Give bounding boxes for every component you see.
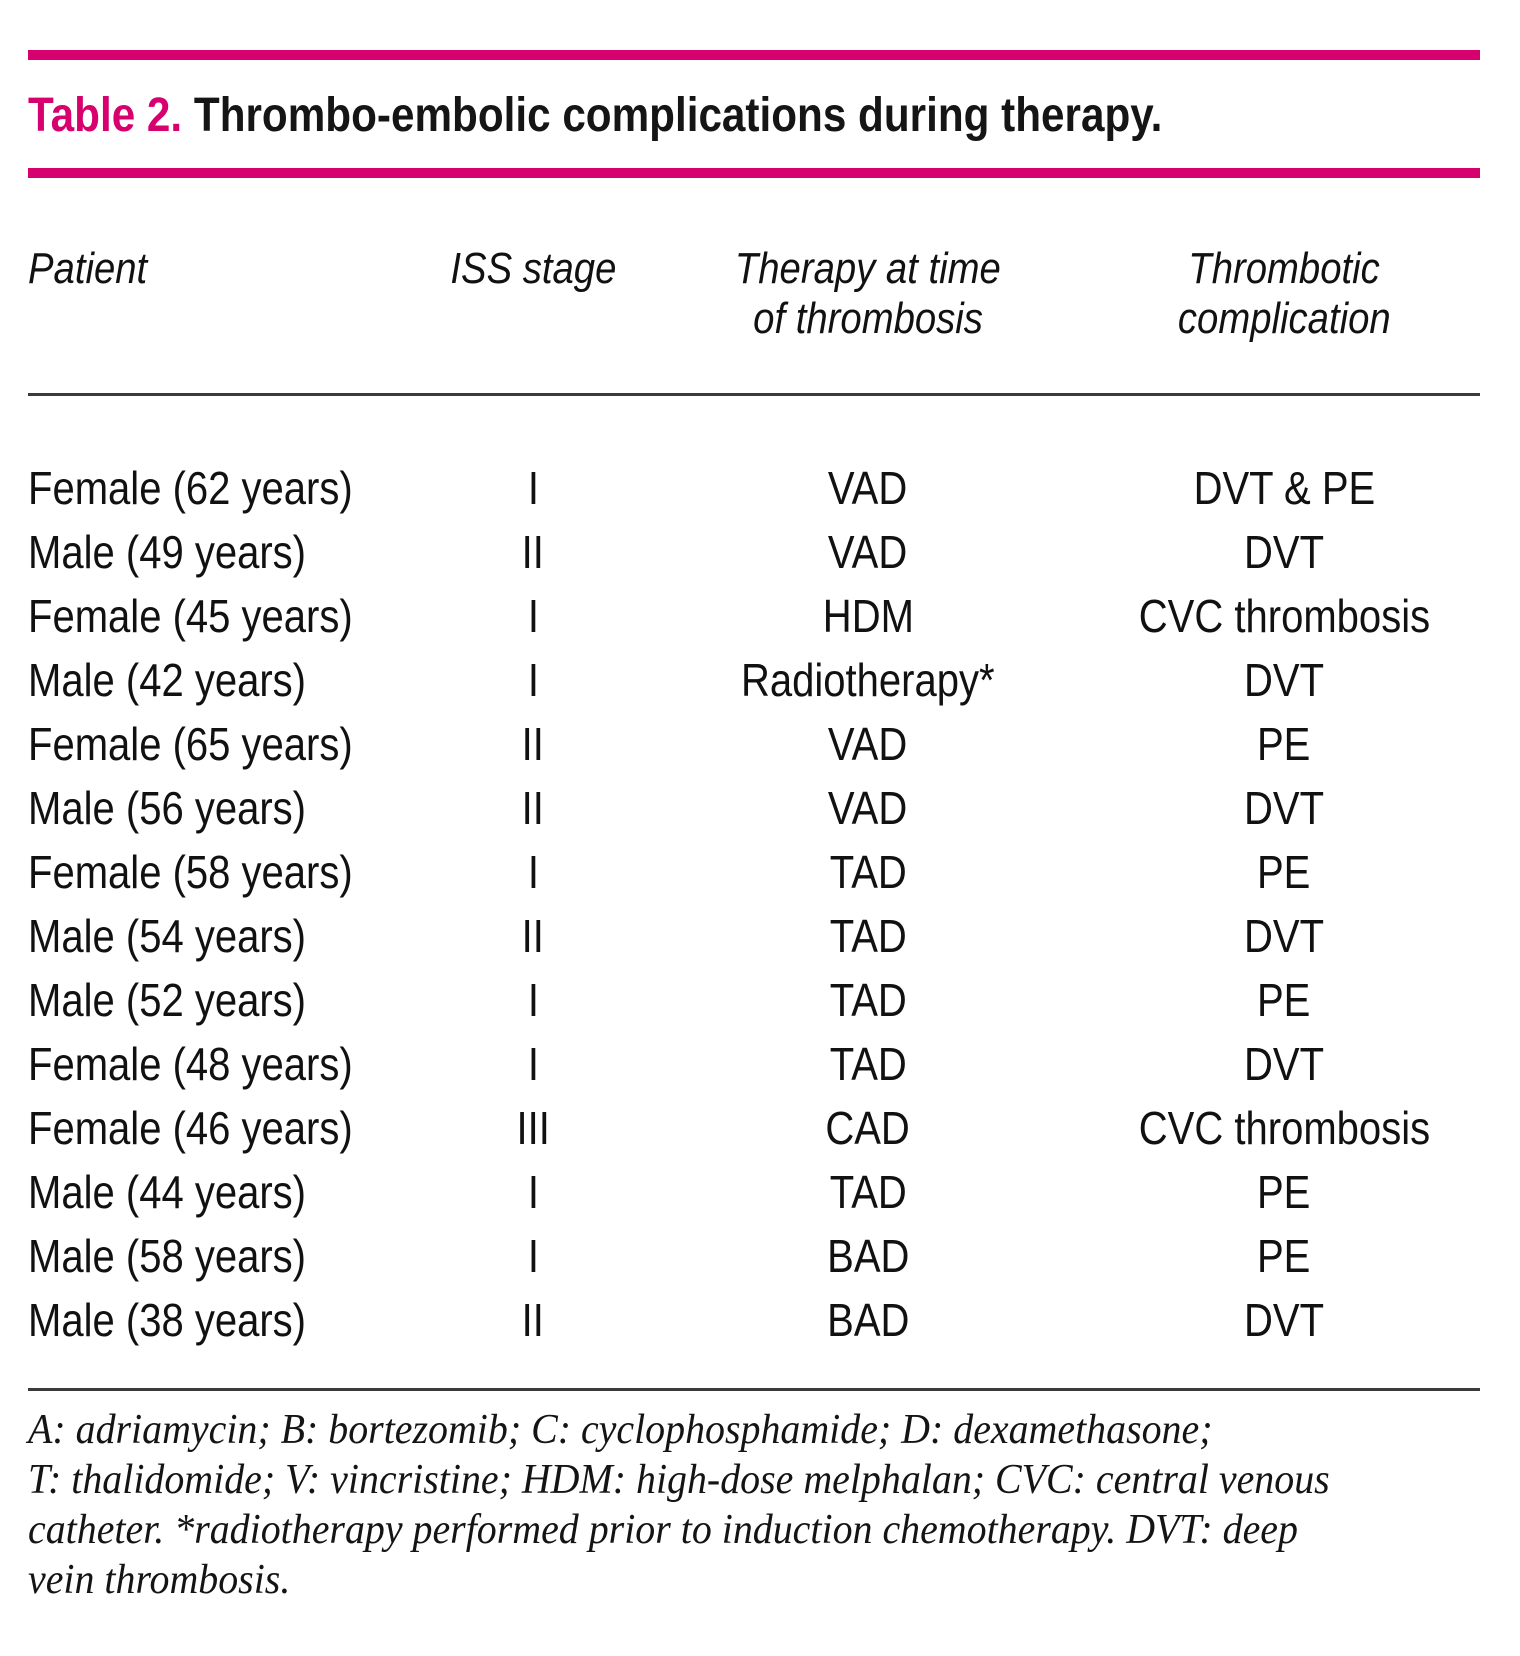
table-title-text: Thrombo-embolic complications during the… xyxy=(193,89,1163,142)
patient-cell: Male (56 years) xyxy=(28,782,307,834)
therapy-cell: VAD xyxy=(828,526,908,578)
therapy-cell: HDM xyxy=(822,590,914,642)
column-header-patient: Patient xyxy=(28,244,148,293)
complication-cell: PE xyxy=(1257,1230,1311,1282)
title-bottom-accent-rule xyxy=(28,168,1480,178)
table-row: Female (48 years) I TAD DVT xyxy=(28,1032,1480,1096)
footnote-line: vein thrombosis. xyxy=(28,1557,291,1603)
therapy-cell: CAD xyxy=(825,1102,911,1154)
therapy-cell: TAD xyxy=(829,910,907,962)
complication-cell: PE xyxy=(1257,718,1311,770)
iss-cell: I xyxy=(527,974,539,1026)
iss-cell: II xyxy=(521,1294,545,1346)
column-header-complication: Thrombotic complication xyxy=(1177,244,1391,343)
patient-cell: Female (48 years) xyxy=(28,1038,353,1090)
table-row: Female (45 years) I HDM CVC thrombosis xyxy=(28,584,1480,648)
column-header-therapy: Therapy at time of thrombosis xyxy=(735,244,1001,343)
table-row: Male (52 years) I TAD PE xyxy=(28,968,1480,1032)
complication-cell: DVT xyxy=(1243,1038,1325,1090)
table-row: Male (38 years) II BAD DVT xyxy=(28,1288,1480,1352)
table-row: Female (62 years) I VAD DVT & PE xyxy=(28,456,1480,520)
complication-cell: PE xyxy=(1257,1166,1311,1218)
iss-cell: I xyxy=(527,654,539,706)
complication-cell: CVC thrombosis xyxy=(1138,1102,1430,1154)
iss-cell: I xyxy=(527,846,539,898)
iss-cell: II xyxy=(521,782,545,834)
table-row: Female (46 years) III CAD CVC thrombosis xyxy=(28,1096,1480,1160)
complication-cell: DVT xyxy=(1243,654,1325,706)
patient-cell: Male (38 years) xyxy=(28,1294,307,1346)
complication-cell: DVT xyxy=(1243,526,1325,578)
patient-cell: Male (42 years) xyxy=(28,654,307,706)
complication-cell: DVT xyxy=(1243,1294,1325,1346)
footnote-divider-rule xyxy=(28,1388,1480,1391)
complication-cell: DVT xyxy=(1243,782,1325,834)
patient-cell: Female (65 years) xyxy=(28,718,353,770)
table-number-label: Table 2. xyxy=(28,89,183,142)
patient-cell: Male (44 years) xyxy=(28,1166,307,1218)
patient-cell: Female (46 years) xyxy=(28,1102,353,1154)
patient-cell: Female (62 years) xyxy=(28,462,353,514)
patient-cell: Male (49 years) xyxy=(28,526,307,578)
complication-cell: DVT xyxy=(1243,910,1325,962)
table-row: Female (58 years) I TAD PE xyxy=(28,840,1480,904)
therapy-cell: TAD xyxy=(829,1038,907,1090)
therapy-cell: Radiotherapy* xyxy=(741,654,995,706)
table-row: Male (49 years) II VAD DVT xyxy=(28,520,1480,584)
patient-cell: Female (58 years) xyxy=(28,846,353,898)
complication-cell: CVC thrombosis xyxy=(1138,590,1430,642)
table-header-row: Patient ISS stage Therapy at time of thr… xyxy=(28,244,1480,344)
therapy-cell: TAD xyxy=(829,846,907,898)
iss-cell: II xyxy=(521,910,545,962)
footnote-line: A: adriamycin; B: bortezomib; C: cycloph… xyxy=(28,1407,1213,1453)
top-accent-rule xyxy=(28,50,1480,60)
patient-cell: Male (52 years) xyxy=(28,974,307,1026)
therapy-cell: VAD xyxy=(828,718,908,770)
header-divider-rule xyxy=(28,393,1480,396)
therapy-cell: BAD xyxy=(826,1230,910,1282)
complication-cell: PE xyxy=(1257,846,1311,898)
table-title: Table 2. Thrombo-embolic complications d… xyxy=(28,88,1480,144)
complication-cell: DVT & PE xyxy=(1193,462,1375,514)
table-row: Male (56 years) II VAD DVT xyxy=(28,776,1480,840)
patient-cell: Male (58 years) xyxy=(28,1230,307,1282)
table-footnote: A: adriamycin; B: bortezomib; C: cycloph… xyxy=(28,1405,1480,1605)
column-header-iss-stage: ISS stage xyxy=(450,244,616,293)
iss-cell: I xyxy=(527,590,539,642)
table-row: Male (54 years) II TAD DVT xyxy=(28,904,1480,968)
footnote-line: catheter. *radiotherapy performed prior … xyxy=(28,1507,1298,1553)
iss-cell: I xyxy=(527,1230,539,1282)
footnote-line: T: thalidomide; V: vincristine; HDM: hig… xyxy=(28,1457,1330,1503)
table-row: Male (42 years) I Radiotherapy* DVT xyxy=(28,648,1480,712)
table-row: Male (44 years) I TAD PE xyxy=(28,1160,1480,1224)
therapy-cell: TAD xyxy=(829,974,907,1026)
iss-cell: I xyxy=(527,462,539,514)
patient-cell: Male (54 years) xyxy=(28,910,307,962)
iss-cell: I xyxy=(527,1166,539,1218)
complication-cell: PE xyxy=(1257,974,1311,1026)
therapy-cell: VAD xyxy=(828,462,908,514)
patient-cell: Female (45 years) xyxy=(28,590,353,642)
therapy-cell: VAD xyxy=(828,782,908,834)
iss-cell: II xyxy=(521,718,545,770)
therapy-cell: BAD xyxy=(826,1294,910,1346)
table-row: Female (65 years) II VAD PE xyxy=(28,712,1480,776)
iss-cell: III xyxy=(516,1102,550,1154)
table-body: Female (62 years) I VAD DVT & PE Male (4… xyxy=(28,396,1480,1352)
therapy-cell: TAD xyxy=(829,1166,907,1218)
iss-cell: I xyxy=(527,1038,539,1090)
iss-cell: II xyxy=(521,526,545,578)
table-row: Male (58 years) I BAD PE xyxy=(28,1224,1480,1288)
